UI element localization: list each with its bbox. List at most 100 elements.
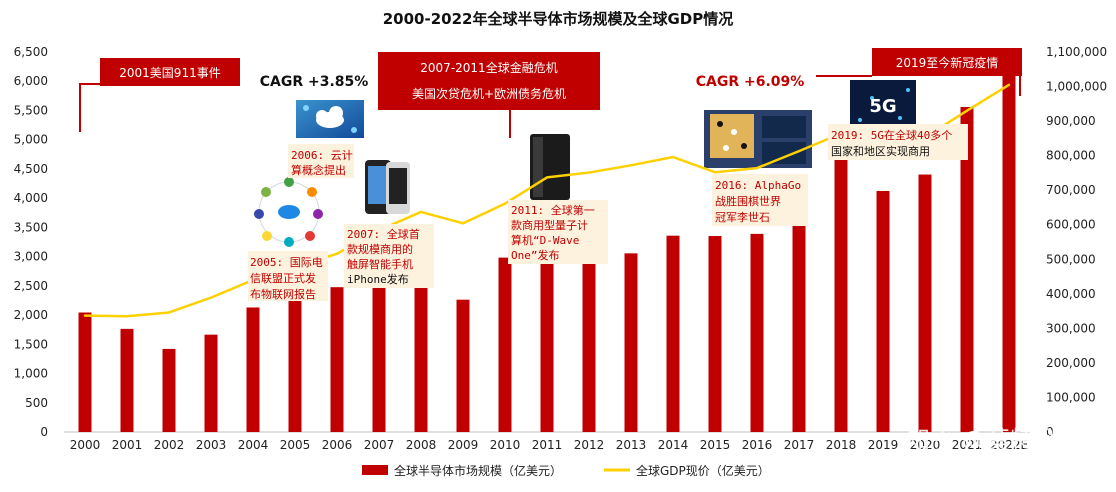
d-wave-computer-icon [530,134,570,200]
y-right-tick-label: 500,000 [1046,252,1096,266]
gdp-point-2012 [587,171,591,174]
y-left-tick-label: 1,500 [14,337,48,351]
y-left-tick-label: 2,500 [14,279,48,293]
bar-2018 [834,157,848,432]
y-left-tick-label: 500 [25,396,48,410]
note-2005-line2: 信联盟正式发 [250,271,316,285]
note-2016-line3: 冠军李世石 [715,210,770,224]
y-right-tick-label: 700,000 [1046,183,1096,197]
gdp-point-2008 [419,210,423,214]
note-2007-line1: 2007: 全球首 [347,227,420,241]
x-tick-label: 2003 [196,438,227,452]
note-2019-line1: 2019: 5G在全球40多个 [831,128,952,142]
x-tick-label: 2017 [784,438,815,452]
y-right-tick-label: 300,000 [1046,321,1096,335]
note-2011-line4: One”发布 [511,248,560,262]
y-right-tick-label: 600,000 [1046,218,1096,232]
gdp-point-2016 [755,166,759,170]
note-2005-line3: 布物联网报告 [250,287,316,301]
bar-2016 [750,233,764,432]
x-tick-label: 2007 [364,438,395,452]
bar-2009 [456,299,470,432]
gdp-point-2010 [503,202,507,205]
gdp-point-2002 [167,311,171,314]
x-tick-label: 2014 [658,438,689,452]
note-2007-line2: 款规模商用的 [347,242,413,256]
x-tick-label: 2013 [616,438,647,452]
x-tick-label: 2022E [990,438,1028,452]
bar-2014 [666,235,680,432]
gdp-point-2017 [797,149,801,153]
bar-2002 [162,348,176,432]
note-2005: 2005: 国际电 信联盟正式发 布物联网报告 [248,251,328,301]
y-right-tick-label: 200,000 [1046,356,1096,370]
x-tick-label: 2012 [574,438,605,452]
x-tick-label: 2020 [910,438,941,452]
banner-financial-crisis: 2007-2011全球金融危机 美国次贷危机+欧洲债务危机 [378,52,600,138]
bar-2019 [876,190,890,432]
bar-2007 [372,282,386,432]
x-tick-label: 2006 [322,438,353,452]
banner-crisis-line2: 美国次贷危机+欧洲债务危机 [412,86,566,101]
note-2006: 2006: 云计 算概念提出 [288,144,354,178]
bar-2017 [792,191,806,432]
watermark: 知乎 @莫特猁 [906,426,1058,454]
y-right-tick-label: 900,000 [1046,114,1096,128]
cagr-label-1: CAGR +3.85% [260,74,369,90]
cloud-computing-icon [296,100,364,138]
alphago-board-icon [704,110,812,168]
bar-2022E [1002,75,1016,432]
x-tick-label: 2005 [280,438,311,452]
y-left-tick-label: 2,000 [14,308,48,322]
bar-2020 [918,174,932,432]
banner-911-text: 2001美国911事件 [119,66,220,80]
bar-2008 [414,286,428,432]
gdp-point-2013 [629,164,633,167]
y-right-tick-label: 0 [1046,425,1054,439]
bar-2010 [498,257,512,432]
y-left-tick-label: 1,000 [14,367,48,381]
5g-image-label: 5G [869,96,896,117]
bar-2021 [960,107,974,433]
note-2005-line1: 2005: 国际电 [250,256,323,269]
bar-2011 [540,256,554,432]
gdp-point-2022E [1007,83,1011,87]
x-tick-label: 2002 [154,438,185,452]
cagr-label-2: CAGR +6.09% [696,74,805,90]
y-right-tick-label: 1,000,000 [1046,80,1107,94]
gdp-point-2015 [713,171,717,174]
note-2007: 2007: 全球首 款规模商用的 触屏智能手机 iPhone发布 [344,224,434,288]
y-right-tick-label: 400,000 [1046,287,1096,301]
gdp-point-2001 [125,315,129,318]
gdp-point-2009 [461,222,465,225]
gdp-point-2021 [965,109,969,112]
x-tick-label: 2015 [700,438,731,452]
x-tick-label: 2011 [532,438,563,452]
note-2011-line2: 款商用型量子计 [511,218,588,232]
gdp-point-2000 [83,314,87,317]
x-tick-label: 2008 [406,438,437,452]
note-2019-line2: 国家和地区实现商用 [831,144,930,158]
banner-crisis-line1: 2007-2011全球金融危机 [420,60,557,75]
legend: 全球半导体市场规模（亿美元） 全球GDP现价（亿美元） [362,463,770,478]
note-2011: 2011: 全球第一 款商用型量子计 算机“D-Wave One”发布 [508,200,608,264]
y-left-tick-label: 4,500 [14,162,48,176]
x-tick-label: 2009 [448,438,479,452]
x-tick-label: 2000 [70,438,101,452]
bar-2012 [582,261,596,432]
note-2007-line4: iPhone发布 [347,272,409,286]
y-right-tick-label: 800,000 [1046,149,1096,163]
x-tick-label: 2001 [112,438,143,452]
legend-bar-swatch [362,465,388,475]
note-2016: 2016: AlphaGo 战胜围棋世界 冠军李世石 [712,174,808,226]
gdp-point-2003 [209,296,213,299]
bar-2000 [78,312,92,432]
note-2016-line2: 战胜围棋世界 [715,194,781,208]
bar-series [78,75,1016,433]
bar-2005 [288,299,302,432]
axes: 0 500 1,000 1,500 2,000 2,500 3,000 3,500 4,000 4… [14,45,1107,452]
x-tick-label: 2018 [826,438,857,452]
banner-911: 2001美国911事件 [79,58,240,132]
note-2011-line1: 2011: 全球第一 [511,203,595,217]
